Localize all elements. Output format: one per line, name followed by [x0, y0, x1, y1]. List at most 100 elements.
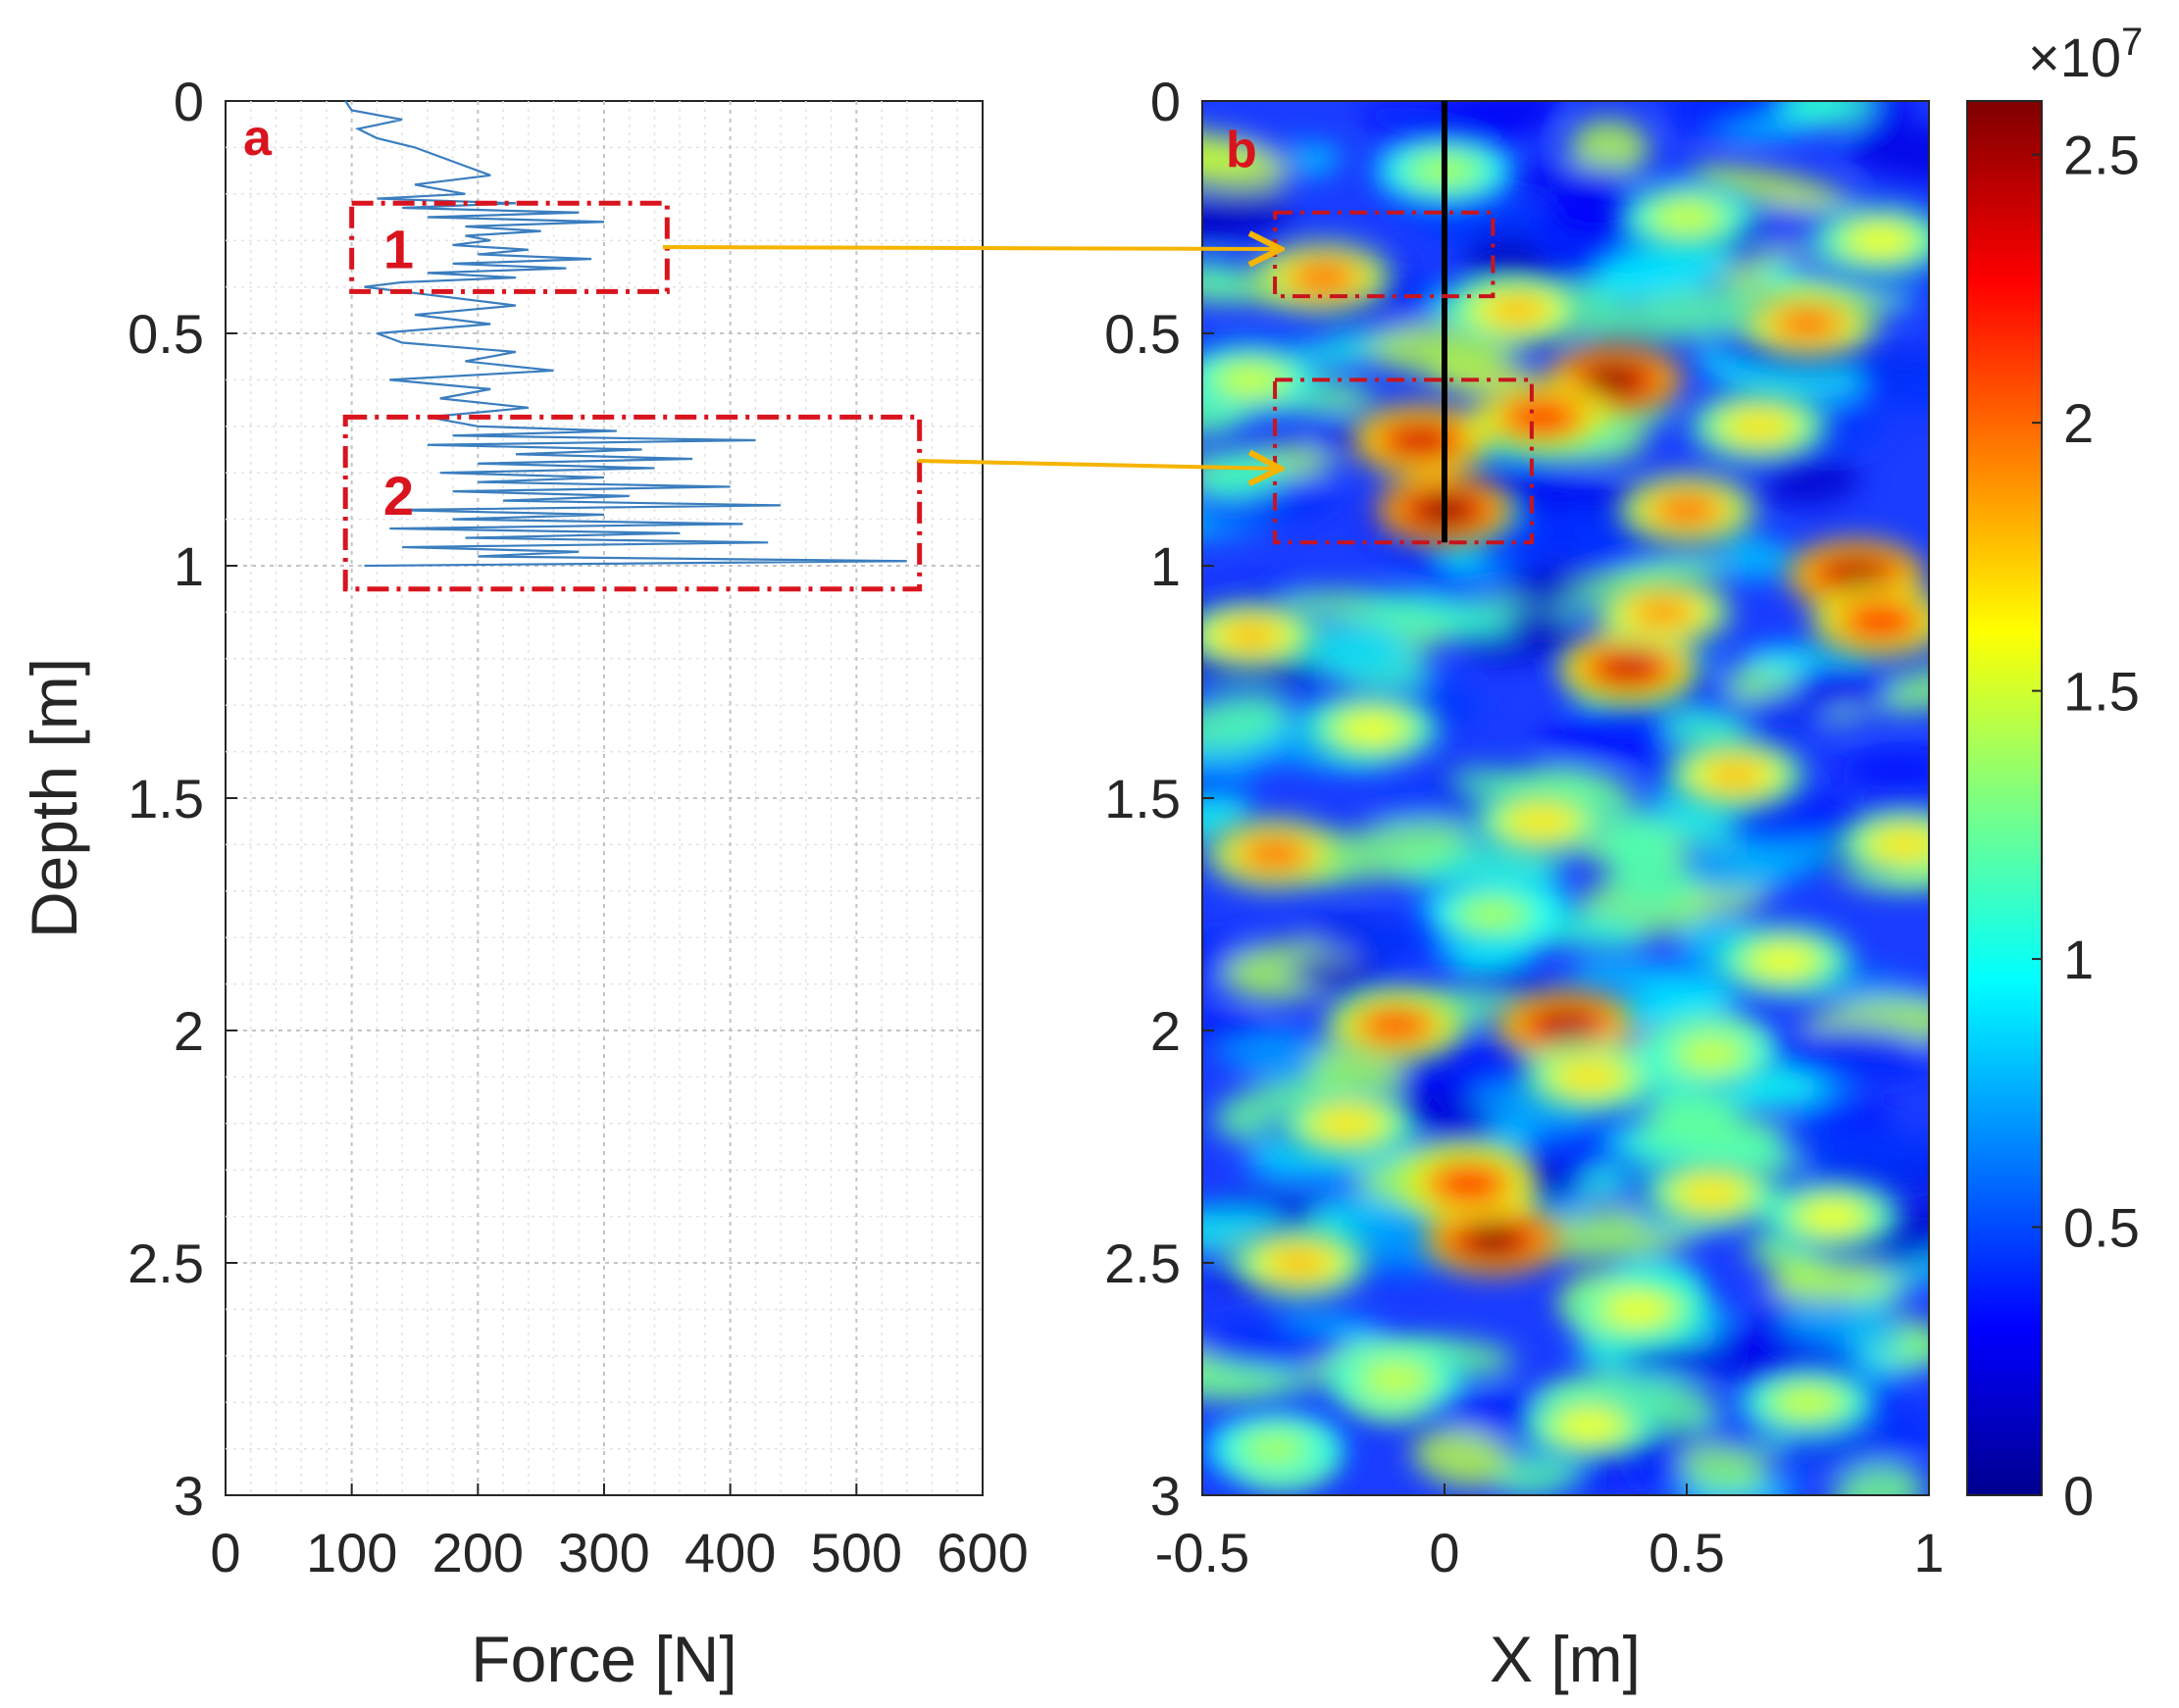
texture-blob: [1569, 119, 1649, 177]
texture-blob: [1300, 820, 1473, 883]
x-tick-label: 600: [937, 1522, 1028, 1583]
texture-blob: [1691, 166, 1850, 211]
texture-blob: [1202, 1364, 1319, 1395]
texture-blob: [1359, 106, 1517, 146]
y-tick-label: 2.5: [1104, 1232, 1181, 1294]
hotspot-core: [1221, 621, 1281, 651]
x-tick-label: 0: [210, 1522, 240, 1583]
panel-a-box-1-label: 1: [383, 219, 414, 280]
hotspot-core: [1293, 263, 1353, 293]
hotspot-core: [1633, 597, 1693, 628]
x-tick-label: 300: [558, 1522, 649, 1583]
y-tick-label: 3: [1150, 1465, 1181, 1527]
y-tick-label: 1: [1150, 535, 1181, 597]
panel-a-box-2-label: 2: [383, 465, 414, 527]
texture-blob: [1844, 124, 1929, 182]
hotspot-core: [1439, 1169, 1498, 1199]
hotspot-core: [1511, 806, 1571, 836]
hotspot-core: [1536, 1011, 1596, 1041]
colorbar-multiplier: ×107: [2028, 21, 2143, 88]
colorbar-tick-labels: 0 0.5 1 1.5 2 2.5: [2032, 125, 2140, 1527]
texture-blob: [1292, 623, 1410, 674]
texture-blob: [1495, 1454, 1578, 1495]
x-tick-label: 0.5: [1648, 1522, 1725, 1583]
colorbar-tick-label: 2.5: [2063, 125, 2140, 186]
hotspot-core: [1875, 829, 1929, 860]
hotspot-core: [1245, 1433, 1305, 1464]
texture-blob: [1358, 592, 1515, 635]
hotspot-core: [1366, 1011, 1426, 1041]
texture-blob: [1286, 957, 1376, 992]
colorbar-tick-label: 0: [2063, 1465, 2094, 1527]
texture-blob: [1202, 1012, 1272, 1043]
y-tick-label: 0.5: [1104, 303, 1181, 365]
panel-a-x-tick-labels: 0 100 200 300 400 500 600: [210, 1483, 1029, 1583]
heatmap-panel: -0.5 0 0.5 1 0 0.5 1 1.5 2 2.5 3 b X [m]: [1104, 71, 1945, 1695]
texture-blob: [1710, 1326, 1864, 1368]
colorbar-tick-label: 1.5: [2063, 661, 2140, 723]
texture-blob: [1778, 256, 1925, 301]
texture-blob: [1763, 462, 1862, 505]
hotspot-core: [1778, 309, 1838, 339]
texture-blob: [1600, 990, 1744, 1027]
force-series-line: [344, 100, 907, 568]
hotspot-core: [1366, 1364, 1426, 1394]
panel-a-y-axis-label: Depth [m]: [18, 658, 90, 938]
hotspot-core: [1850, 226, 1910, 256]
texture-blob: [1494, 165, 1631, 194]
texture-blob: [1202, 262, 1255, 297]
texture-blob: [1678, 1443, 1768, 1493]
heatmap-hotspots: [1202, 135, 1929, 1484]
hotspot-core: [1488, 295, 1547, 326]
texture-blob: [1202, 1319, 1349, 1370]
texture-blob: [1866, 667, 1929, 714]
y-tick-label: 0: [174, 71, 204, 132]
x-tick-label: 400: [684, 1522, 776, 1583]
y-tick-label: 1: [174, 535, 204, 597]
x-tick-label: 200: [432, 1522, 524, 1583]
texture-blob: [1785, 101, 1875, 128]
hotspot-core: [1705, 760, 1765, 790]
hotspot-core: [1221, 365, 1281, 395]
texture-blob: [1665, 101, 1792, 132]
x-tick-label: 0: [1429, 1522, 1459, 1583]
hotspot-core: [1802, 1201, 1862, 1231]
panel-a-major-grid: [226, 101, 983, 1495]
hotspot-core: [1778, 1387, 1838, 1418]
texture-blob: [1202, 142, 1262, 174]
heatmap-image: [1202, 101, 1929, 1495]
y-tick-label: 0.5: [127, 303, 204, 365]
panel-a-x-axis-label: Force [N]: [471, 1623, 736, 1695]
panel-b-x-tick-labels: -0.5 0 0.5 1: [1155, 1483, 1945, 1583]
texture-blob: [1831, 1464, 1926, 1495]
hotspot-core: [1391, 426, 1450, 456]
texture-blob: [1309, 922, 1450, 959]
texture-blob: [1298, 335, 1394, 367]
hotspot-core: [1245, 838, 1305, 869]
hotspot-core: [1608, 1294, 1668, 1325]
hotspot-core: [1753, 945, 1813, 976]
texture-blob: [1412, 1428, 1514, 1488]
texture-blob: [1202, 189, 1292, 241]
colorbar-gradient: [1966, 100, 2043, 1496]
hotspot-core: [1681, 1178, 1741, 1208]
hotspot-core: [1584, 365, 1644, 395]
x-tick-label: 100: [306, 1522, 397, 1583]
hotspot-core: [1318, 1108, 1378, 1138]
colorbar: 0 0.5 1 1.5 2 2.5 ×107: [1966, 21, 2143, 1527]
hotspot-core: [1560, 1410, 1620, 1440]
texture-blob: [1847, 353, 1929, 413]
y-tick-label: 3: [174, 1465, 204, 1527]
panel-a-y-tick-labels: 0 0.5 1 1.5 2 2.5 3: [127, 71, 237, 1527]
texture-blob: [1569, 962, 1737, 995]
hotspot-core: [1511, 402, 1571, 432]
texture-blob: [1774, 1119, 1929, 1181]
panel-b-x-axis-label: X [m]: [1490, 1623, 1641, 1695]
texture-blob: [1839, 747, 1929, 791]
colorbar-tick-label: 0.5: [2063, 1197, 2140, 1259]
texture-blob: [1576, 696, 1691, 730]
texture-blob: [1607, 852, 1695, 910]
colorbar-multiplier-base: ×10: [2028, 26, 2121, 88]
x-tick-label: 500: [811, 1522, 902, 1583]
colorbar-tick-label: 1: [2063, 929, 2094, 990]
